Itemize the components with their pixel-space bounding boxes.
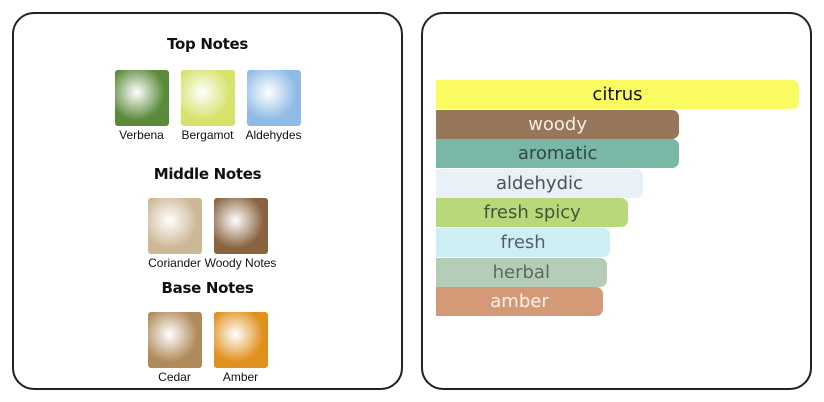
note-cedar[interactable]: Cedar [145,312,205,384]
middle-notes-title: Middle Notes [153,165,262,183]
accord-label: citrus [592,84,643,105]
sky-clouds-image [246,70,301,126]
accord-label: herbal [492,261,550,283]
accord-bar-fresh[interactable]: fresh [436,228,611,257]
accord-bar-aldehydic[interactable]: aldehydic [436,168,643,198]
note-label: Bergamot [181,128,234,142]
coriander-seeds-image [147,198,202,254]
accord-label: fresh spicy [483,202,581,224]
accord-label: amber [490,291,549,313]
wood-image [213,198,268,254]
middle-notes: Coriander Woody Notes [14,198,401,270]
accord-bar-herbal[interactable]: herbal [436,257,607,287]
verbena-leaves-image [114,70,169,126]
note-label: Cedar [158,370,191,384]
notes-pyramid-panel: Top Notes Verbena Bergamot Aldehydes Middl… [12,12,403,390]
base-notes-title: Base Notes [161,279,254,297]
main-accords-panel: citrus woody aromatic aldehydic fresh spicy f… [421,12,812,390]
bergamot-fruit-image [180,70,235,126]
note-label: Verbena [119,128,164,142]
note-label: Aldehydes [245,128,302,142]
base-notes: Cedar Amber [14,312,401,384]
note-bergamot[interactable]: Bergamot [178,70,238,142]
note-coriander[interactable]: Coriander [145,198,205,270]
accord-bar-citrus[interactable]: citrus [436,80,799,109]
note-woody-notes[interactable]: Woody Notes [205,198,276,270]
accord-bar-woody[interactable]: woody [436,109,680,139]
accord-bar-amber[interactable]: amber [436,287,603,317]
accord-bar-aromatic[interactable]: aromatic [436,139,680,169]
cedar-stump-image [147,312,202,368]
amber-resin-image [213,312,268,368]
accord-label: aldehydic [495,172,583,194]
top-notes: Verbena Bergamot Aldehydes [14,70,401,142]
accord-label: aromatic [517,143,598,165]
accord-label: fresh [500,232,546,253]
accord-bar-fresh-spicy[interactable]: fresh spicy [436,198,629,228]
note-aldehydes[interactable]: Aldehydes [244,70,304,142]
accord-label: woody [528,113,588,135]
note-verbena[interactable]: Verbena [112,70,172,142]
note-label: Coriander [148,256,201,270]
top-notes-title: Top Notes [167,35,248,53]
note-label: Woody Notes [204,256,277,270]
note-amber[interactable]: Amber [211,312,271,384]
note-label: Amber [222,370,259,384]
